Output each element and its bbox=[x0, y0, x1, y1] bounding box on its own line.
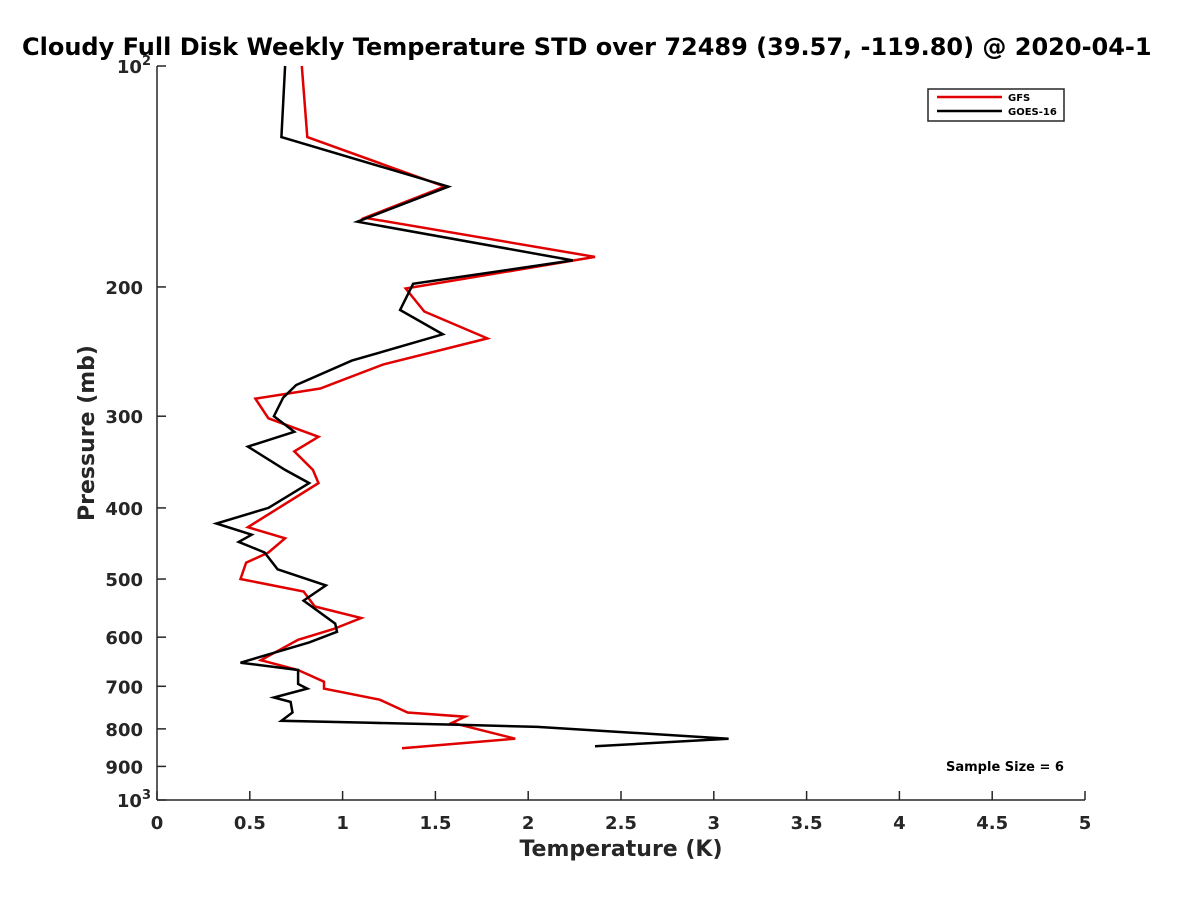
y-tick-label: 500 bbox=[105, 570, 143, 591]
y-tick-label: 900 bbox=[105, 757, 143, 778]
plot-series bbox=[212, 65, 729, 750]
axes: 0 0.5 1 1.5 2 2.5 3 3.5 4 4.5 5 102 200 300 400 500 600 7… bbox=[105, 54, 1091, 834]
x-tick-label: 2.5 bbox=[605, 813, 637, 834]
x-tick-label: 1 bbox=[336, 813, 349, 834]
legend-box bbox=[927, 88, 1065, 122]
legend-label-goes: GOES-16 bbox=[1008, 107, 1057, 118]
sample-size-annotation: Sample Size = 6 bbox=[946, 760, 1064, 775]
legend: GFS GOES-16 bbox=[927, 88, 1065, 122]
y-tick-label: 103 bbox=[117, 788, 151, 812]
chart-title: Cloudy Full Disk Weekly Temperature STD … bbox=[22, 33, 1152, 61]
x-tick-label: 1.5 bbox=[419, 813, 451, 834]
y-tick-label: 800 bbox=[105, 720, 143, 741]
x-tick-label: 5 bbox=[1079, 813, 1092, 834]
x-tick-label: 4 bbox=[893, 813, 906, 834]
y-tick-label: 200 bbox=[105, 278, 143, 299]
x-tick-label: 0.5 bbox=[234, 813, 266, 834]
x-tick-label: 4.5 bbox=[976, 813, 1008, 834]
y-tick-label: 300 bbox=[105, 407, 143, 428]
y-tick-label: 600 bbox=[105, 628, 143, 649]
series-line-goes-16 bbox=[212, 65, 729, 748]
y-axis-label: Pressure (mb) bbox=[75, 345, 100, 521]
x-tick-label: 0 bbox=[151, 813, 164, 834]
series-line-gfs bbox=[238, 65, 596, 750]
x-tick-label: 2 bbox=[522, 813, 535, 834]
y-tick-label: 102 bbox=[117, 54, 151, 78]
x-tick-label: 3 bbox=[708, 813, 721, 834]
legend-label-gfs: GFS bbox=[1008, 93, 1030, 104]
x-tick-label: 3.5 bbox=[791, 813, 823, 834]
y-tick-label: 700 bbox=[105, 677, 143, 698]
y-tick-label: 400 bbox=[105, 499, 143, 520]
x-axis-label: Temperature (K) bbox=[519, 837, 722, 862]
